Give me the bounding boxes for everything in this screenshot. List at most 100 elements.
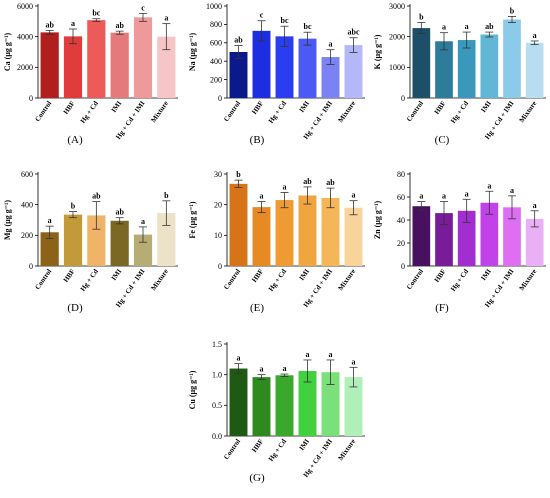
significance-letter: ab <box>234 36 243 45</box>
y-tick-label: 200 <box>210 75 222 84</box>
x-tick-label: Mixture <box>337 438 358 463</box>
bar <box>87 20 106 98</box>
significance-letter: ab <box>115 21 124 30</box>
significance-letter: abc <box>348 28 360 37</box>
y-axis-label: Mg (µg g⁻¹) <box>3 200 12 240</box>
significance-letter: a <box>533 31 537 40</box>
significance-letter: c <box>260 11 264 20</box>
y-tick-label: 40 <box>397 216 405 225</box>
bar <box>412 28 431 98</box>
x-tick-label: Hg + Cd <box>267 437 288 462</box>
y-tick-label: 1.5 <box>212 340 222 349</box>
y-axis-label: Zn (µg g⁻¹) <box>373 200 382 239</box>
x-tick-label: HBF <box>433 100 448 116</box>
y-tick-label: 1000 <box>389 63 405 72</box>
y-tick-label: 3000 <box>389 2 405 11</box>
bar <box>503 207 521 266</box>
panel-caption: (E) <box>249 302 265 314</box>
bar <box>412 206 431 266</box>
x-tick-label: IMI <box>479 99 493 114</box>
y-tick-label: 0 <box>401 262 405 271</box>
significance-letter: a <box>329 350 333 359</box>
significance-letter: a <box>442 192 446 201</box>
y-tick-label: 6000 <box>17 2 33 11</box>
significance-letter: b <box>419 13 424 22</box>
y-tick-label: 10 <box>214 231 222 240</box>
x-tick-label: Mixture <box>149 100 170 125</box>
significance-letter: a <box>352 191 356 200</box>
bar <box>344 207 363 266</box>
x-tick-label: Hg + Cd <box>449 267 470 292</box>
y-tick-label: 4000 <box>17 32 33 41</box>
bar <box>298 195 317 266</box>
significance-letter: a <box>71 19 75 28</box>
chart-panel-b: Na (µg g⁻¹) 0 200 400 600 800 1000 ab Control c HB… <box>188 2 365 141</box>
chart-panel-f: Zn (µg g⁻¹) 0 20 40 60 80 a Control a HBF a Hg + Cd… <box>373 170 546 309</box>
x-tick-label: Hg + Cd <box>79 267 100 292</box>
x-tick-label: Control <box>405 268 425 292</box>
panel-caption: (G) <box>249 472 265 484</box>
bar <box>252 30 271 99</box>
x-tick-label: IMI <box>479 267 493 282</box>
panel-caption: (A) <box>67 134 83 146</box>
x-tick-label: HBF <box>250 100 265 116</box>
y-tick-label: 400 <box>210 57 222 66</box>
x-tick-label: Control <box>222 100 242 124</box>
significance-letter: b <box>510 6 515 15</box>
bar <box>480 34 499 98</box>
x-tick-label: Hg + Cd <box>79 99 100 124</box>
x-tick-label: Hg + Cd <box>267 267 288 292</box>
y-tick-label: 200 <box>21 231 33 240</box>
y-axis-label: Ca (µg g⁻¹) <box>3 33 12 72</box>
x-tick-label: IMI <box>110 267 124 282</box>
y-tick-label: 0.0 <box>212 432 222 441</box>
bar <box>133 17 153 99</box>
significance-letter: a <box>352 357 356 366</box>
y-tick-label: 60 <box>397 193 405 202</box>
bar <box>229 52 248 98</box>
significance-letter: a <box>533 201 537 210</box>
bar <box>503 19 521 99</box>
bar <box>110 32 129 98</box>
y-tick-label: 600 <box>21 170 33 179</box>
significance-letter: bc <box>304 22 312 31</box>
bar <box>40 232 59 266</box>
bar <box>321 57 340 98</box>
y-tick-label: 80 <box>397 170 405 179</box>
x-tick-label: Mixture <box>518 268 539 293</box>
significance-letter: a <box>48 216 52 225</box>
significance-letter: ab <box>115 208 124 217</box>
y-axis-label: K (µg g⁻¹) <box>373 34 382 69</box>
panel-caption: (D) <box>67 302 83 314</box>
panel-caption: (F) <box>435 302 449 314</box>
x-tick-label: Mixture <box>337 268 358 293</box>
x-tick-label: IMI <box>298 437 312 452</box>
x-tick-label: IMI <box>110 99 124 114</box>
significance-letter: a <box>442 23 446 32</box>
y-tick-label: 30 <box>214 170 222 179</box>
x-tick-label: IMI <box>298 99 312 114</box>
y-tick-label: 0 <box>29 94 33 103</box>
significance-letter: a <box>260 365 264 374</box>
significance-letter: a <box>164 14 168 23</box>
significance-letter: ab <box>45 20 54 29</box>
significance-letter: ab <box>326 178 335 187</box>
significance-letter: b <box>236 170 241 179</box>
x-tick-label: Mixture <box>337 100 358 125</box>
bar <box>252 377 271 436</box>
bar <box>435 213 453 266</box>
bar <box>525 42 544 98</box>
y-tick-label: 600 <box>210 39 222 48</box>
significance-letter: bc <box>281 16 289 25</box>
y-axis-label: Cu (µg g⁻¹) <box>188 370 197 409</box>
significance-letter: b <box>71 202 76 211</box>
y-tick-label: 1.0 <box>212 370 222 379</box>
significance-letter: bc <box>92 9 100 18</box>
x-tick-label: Mixture <box>518 100 539 125</box>
significance-letter: ab <box>303 177 312 186</box>
significance-letter: a <box>237 354 241 363</box>
x-tick-label: Control <box>405 100 425 124</box>
bar <box>321 372 340 436</box>
y-tick-label: 400 <box>21 200 33 209</box>
